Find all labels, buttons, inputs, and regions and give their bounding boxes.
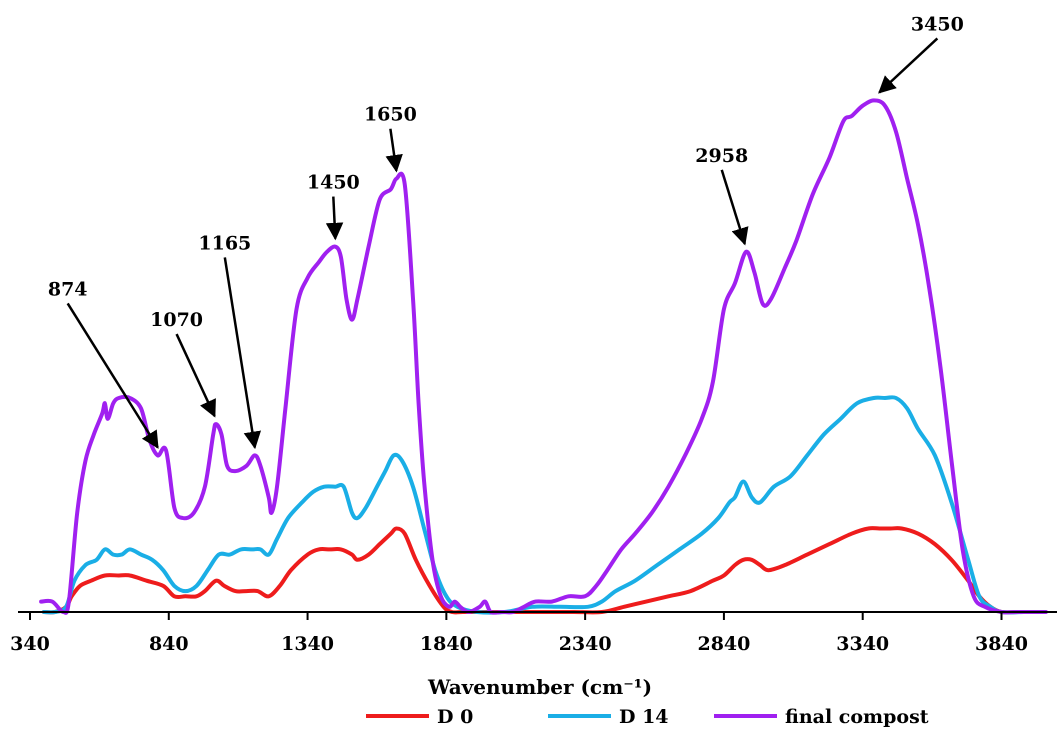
series-line-d-14 <box>41 395 1026 615</box>
peak-label: 1450 <box>307 172 360 194</box>
peak-arrow <box>720 169 749 246</box>
x-tick-label: 2840 <box>697 633 750 655</box>
peak-arrow <box>175 333 216 418</box>
peak-arrow <box>66 302 159 449</box>
peak-label: 1650 <box>364 104 417 126</box>
x-tick-label: 840 <box>149 633 189 655</box>
peak-label: 3450 <box>911 13 964 35</box>
peak-annotations: 874 1070 1165 1450 1650 2958 3450 <box>48 13 964 450</box>
x-tick-label: 2340 <box>559 633 612 655</box>
x-tick-label: 3340 <box>836 633 889 655</box>
x-tick-label: 3840 <box>975 633 1028 655</box>
x-tick-label: 1340 <box>281 633 334 655</box>
legend: D 0 D 14 final compost <box>366 706 929 728</box>
x-tick-label: 1840 <box>420 633 473 655</box>
x-axis <box>18 611 1057 620</box>
series-line-final-compost <box>39 98 1048 615</box>
x-tick-labels: 340 840 1340 1840 2340 2840 3340 3840 <box>10 633 1028 655</box>
legend-label: D 14 <box>619 706 669 728</box>
peak-arrow <box>878 37 939 94</box>
peak-label: 874 <box>48 278 88 300</box>
x-axis-title: Wavenumber (cm⁻¹) <box>427 675 652 699</box>
peak-label: 1070 <box>150 309 203 331</box>
peak-arrow <box>385 128 403 173</box>
peak-label: 1165 <box>198 232 251 254</box>
peak-label: 2958 <box>695 145 748 167</box>
peak-arrow <box>325 196 344 241</box>
series-line-d-0 <box>41 526 1021 615</box>
x-tick-label: 340 <box>10 633 50 655</box>
peak-arrow <box>223 257 262 450</box>
series-lines <box>39 98 1048 615</box>
legend-label: D 0 <box>437 706 473 728</box>
legend-label: final compost <box>785 706 929 728</box>
